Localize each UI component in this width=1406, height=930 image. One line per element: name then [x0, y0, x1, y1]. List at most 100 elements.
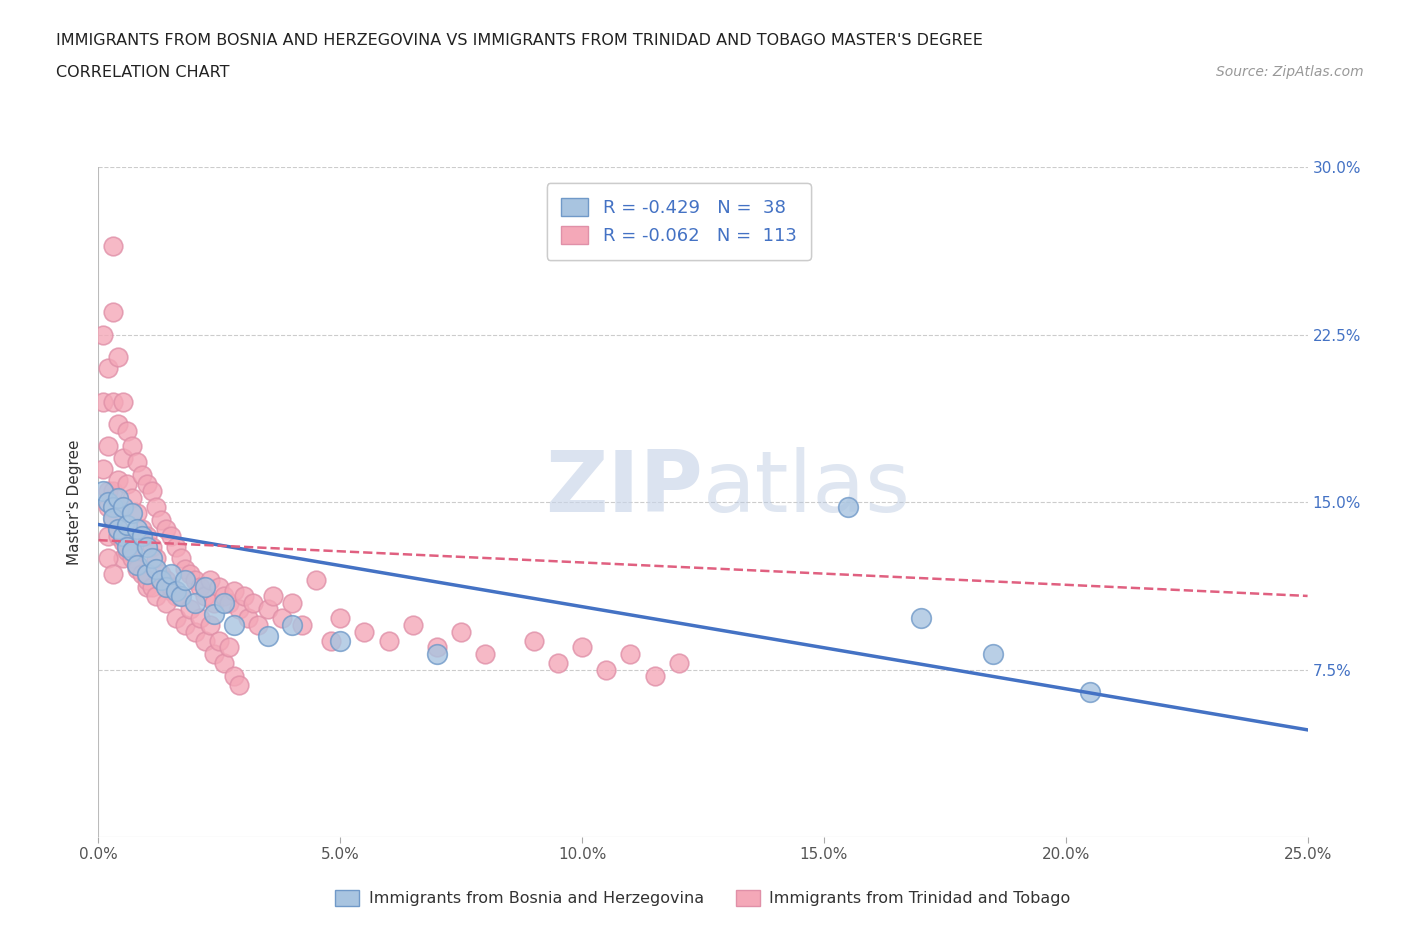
Text: IMMIGRANTS FROM BOSNIA AND HERZEGOVINA VS IMMIGRANTS FROM TRINIDAD AND TOBAGO MA: IMMIGRANTS FROM BOSNIA AND HERZEGOVINA V…: [56, 33, 983, 47]
Point: [194, 633, 217, 648]
Point: [91, 484, 114, 498]
Point: [242, 595, 264, 610]
Point: [117, 544, 139, 559]
Point: [131, 566, 153, 581]
Point: [353, 624, 375, 639]
Point: [101, 238, 124, 253]
Point: [155, 595, 177, 610]
Point: [121, 506, 143, 521]
Point: [228, 602, 250, 617]
Point: [247, 618, 270, 632]
Point: [101, 305, 124, 320]
Point: [111, 551, 134, 565]
Point: [174, 618, 197, 632]
Point: [218, 595, 240, 610]
Point: [141, 551, 163, 565]
Point: [141, 539, 163, 554]
Point: [107, 417, 129, 432]
Point: [174, 573, 197, 588]
Point: [111, 499, 134, 514]
Point: [150, 512, 173, 527]
Point: [150, 573, 173, 588]
Point: [107, 490, 129, 505]
Point: [165, 539, 187, 554]
Point: [101, 484, 124, 498]
Point: [107, 522, 129, 537]
Point: [135, 477, 157, 492]
Point: [426, 646, 449, 661]
Point: [111, 499, 134, 514]
Point: [204, 646, 226, 661]
Text: ZIP: ZIP: [546, 447, 703, 530]
Legend: R = -0.429   N =  38, R = -0.062   N =  113: R = -0.429 N = 38, R = -0.062 N = 113: [547, 183, 811, 259]
Point: [135, 573, 157, 588]
Point: [97, 361, 120, 376]
Point: [117, 423, 139, 438]
Point: [91, 394, 114, 409]
Point: [155, 522, 177, 537]
Point: [141, 484, 163, 498]
Point: [165, 589, 187, 604]
Point: [117, 535, 139, 550]
Point: [169, 589, 191, 604]
Point: [179, 566, 201, 581]
Point: [117, 477, 139, 492]
Point: [194, 589, 217, 604]
Point: [97, 499, 120, 514]
Point: [121, 544, 143, 559]
Legend: Immigrants from Bosnia and Herzegovina, Immigrants from Trinidad and Tobago: Immigrants from Bosnia and Herzegovina, …: [329, 884, 1077, 912]
Point: [377, 633, 399, 648]
Point: [145, 589, 167, 604]
Point: [1078, 684, 1101, 699]
Point: [155, 573, 177, 588]
Point: [204, 606, 226, 621]
Point: [165, 611, 187, 626]
Point: [127, 506, 149, 521]
Point: [145, 562, 167, 577]
Point: [101, 512, 124, 527]
Point: [319, 633, 342, 648]
Point: [135, 579, 157, 594]
Point: [101, 511, 124, 525]
Point: [131, 522, 153, 537]
Point: [262, 589, 284, 604]
Point: [232, 589, 254, 604]
Point: [208, 633, 231, 648]
Point: [910, 611, 932, 626]
Point: [160, 579, 183, 594]
Point: [426, 640, 449, 655]
Point: [111, 528, 134, 543]
Point: [97, 495, 120, 510]
Point: [179, 602, 201, 617]
Point: [160, 566, 183, 581]
Point: [141, 579, 163, 594]
Point: [222, 584, 245, 599]
Point: [117, 517, 139, 532]
Point: [305, 573, 328, 588]
Point: [619, 646, 641, 661]
Point: [131, 468, 153, 483]
Point: [222, 669, 245, 684]
Point: [135, 566, 157, 581]
Point: [184, 624, 207, 639]
Point: [169, 551, 191, 565]
Point: [198, 573, 221, 588]
Point: [204, 595, 226, 610]
Point: [595, 662, 617, 677]
Text: Source: ZipAtlas.com: Source: ZipAtlas.com: [1216, 65, 1364, 79]
Point: [101, 499, 124, 514]
Point: [281, 618, 304, 632]
Point: [281, 595, 304, 610]
Point: [228, 678, 250, 693]
Point: [329, 611, 352, 626]
Point: [145, 499, 167, 514]
Point: [121, 439, 143, 454]
Point: [668, 656, 690, 671]
Point: [174, 562, 197, 577]
Point: [107, 472, 129, 487]
Point: [290, 618, 312, 632]
Point: [97, 528, 120, 543]
Point: [107, 528, 129, 543]
Point: [121, 544, 143, 559]
Point: [107, 522, 129, 537]
